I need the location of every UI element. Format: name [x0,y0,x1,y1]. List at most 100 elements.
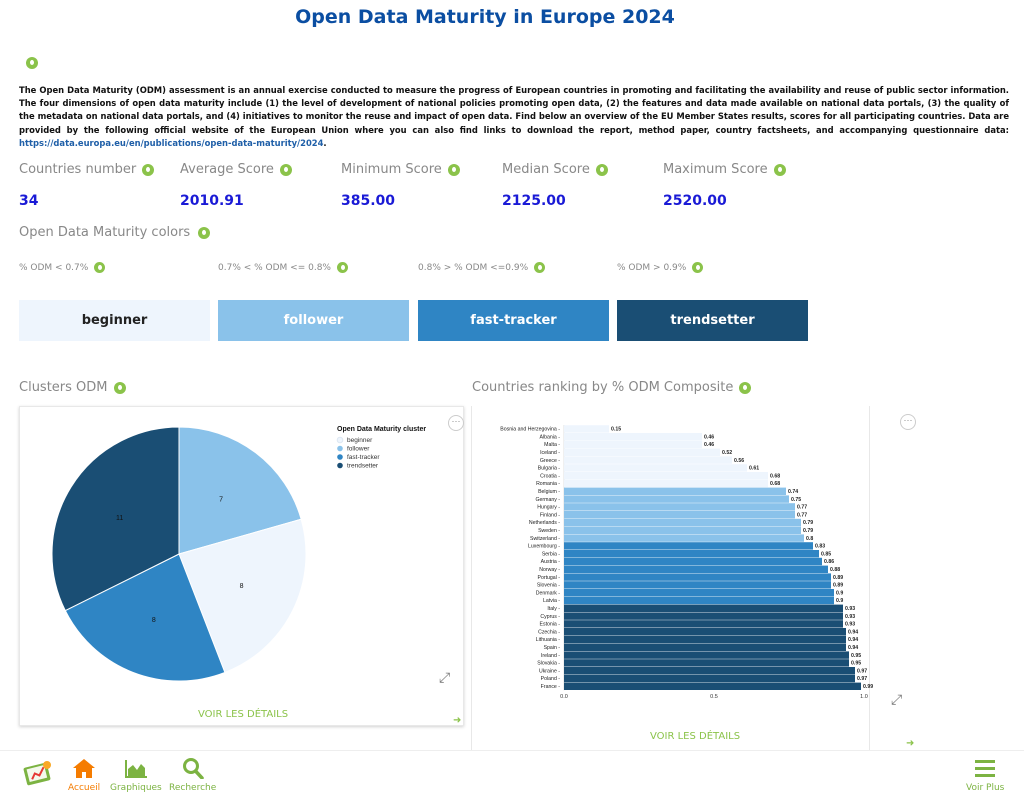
category-trendsetter-button[interactable]: trendsetter [617,300,808,341]
bar [564,589,834,597]
bar-value-label: 0.86 [824,559,834,565]
app-logo[interactable] [22,757,54,792]
expand-icon[interactable]: ⤢ [891,691,903,707]
clusters-heading: Clusters ODM [19,380,126,395]
more-options-icon[interactable]: ··· [900,414,916,430]
comment-icon[interactable] [113,381,126,394]
nav-search-label: Recherche [169,783,217,793]
bar-value-label: 0.46 [704,434,714,440]
bar-category-label: Belgium - [538,489,560,495]
bar [564,620,843,628]
comment-icon[interactable] [692,262,704,273]
comment-icon[interactable] [773,163,786,176]
bar-value-label: 0.77 [797,505,807,511]
comment-icon[interactable] [739,381,752,394]
stat-countries: Countries number 34 [19,162,155,209]
bar-category-label: Serbia - [542,551,560,557]
comment-icon[interactable] [94,262,106,273]
legend-swatch [337,445,343,452]
bar-value-label: 0.77 [797,512,807,518]
stat-minimum: Minimum Score 385.00 [341,162,460,209]
arrow-right-icon[interactable]: ➜ [906,738,915,749]
stat-value: 2010.91 [180,193,244,209]
bar-category-label: Albania - [540,434,561,440]
bar-category-label: Finland - [540,512,560,518]
view-details-link[interactable]: VOIR LES DÉTAILS [198,709,289,720]
view-details-link[interactable]: VOIR LES DÉTAILS [650,731,741,742]
bar-category-label: Switzerland - [530,536,560,542]
description-end: . [323,137,327,148]
bar-value-label: 0.94 [848,629,858,635]
ranking-heading: Countries ranking by % ODM Composite [472,380,752,395]
bar [564,643,846,651]
bar [564,503,795,511]
bar-category-label: Norway - [539,567,560,573]
arrow-right-icon[interactable]: ➜ [453,715,462,726]
category-follower-button[interactable]: follower [218,300,409,341]
legend-title: Open Data Maturity cluster [337,426,426,433]
pie-slice-label: 7 [219,496,223,503]
bar-category-label: Greece - [540,458,560,464]
range-beginner: % ODM < 0.7% [19,262,106,273]
bar-category-label: Croatia - [540,473,560,479]
range-label: 0.7% < % ODM <= 0.8% [218,263,331,273]
comment-icon[interactable] [447,163,460,176]
bar-value-label: 0.94 [848,645,858,651]
comment-icon[interactable] [337,262,348,273]
bar-category-label: Hungary - [537,505,560,511]
category-beginner-button[interactable]: beginner [19,300,210,341]
nav-more[interactable]: Voir Plus [966,757,1004,793]
bar-value-label: 0.94 [848,637,858,643]
bar-category-label: Malta - [544,442,560,448]
more-options-icon[interactable]: ··· [448,415,464,431]
legend-swatch [337,454,343,460]
bar [564,433,702,441]
bar-value-label: 0.46 [704,442,714,448]
odm-website-link[interactable]: https://data.europa.eu/en/publications/o… [19,137,324,148]
bar [564,542,813,550]
bar-value-label: 0.79 [803,520,813,526]
pie-slice-label: 8 [240,583,244,590]
bar-value-label: 0.9 [836,590,843,596]
comment-icon[interactable] [26,57,38,69]
comment-icon[interactable] [142,163,155,176]
bar-value-label: 0.88 [830,567,840,573]
expand-icon[interactable]: ⤢ [439,669,451,685]
bar [564,604,843,612]
bar-category-label: Romania - [536,481,560,487]
nav-search[interactable]: Recherche [169,757,216,793]
range-label: % ODM < 0.7% [19,263,89,273]
legend-label: fast-tracker [347,454,380,461]
stat-value: 34 [19,193,39,209]
comment-icon[interactable] [595,163,608,176]
bar-value-label: 0.75 [791,497,801,503]
colors-heading-text: Open Data Maturity colors [19,225,191,240]
comment-icon[interactable] [198,226,211,239]
range-fast-tracker: 0.8% > % ODM <=0.9% [418,262,546,273]
nav-home[interactable]: Accueil [68,757,100,793]
bar-value-label: 0.61 [749,466,759,472]
bar [564,534,804,542]
bar-category-label: Lithuania - [536,637,560,643]
stat-average: Average Score 2010.91 [180,162,292,209]
bar-category-label: Luxembourg - [528,544,560,550]
nav-charts[interactable]: Graphiques [110,757,162,793]
bar [564,472,768,480]
bar-value-label: 0.52 [722,450,732,456]
range-label: % ODM > 0.9% [617,263,687,273]
comment-icon[interactable] [534,262,546,273]
bar-value-label: 0.93 [845,606,855,612]
category-fast-tracker-button[interactable]: fast-tracker [418,300,609,341]
pie-slice [51,426,180,612]
bar [564,596,834,605]
bar-category-label: Estonia - [540,622,561,628]
x-tick-label: 1.0 [860,694,868,700]
bar-value-label: 0.9 [836,598,843,604]
menu-icon [975,760,996,777]
bar-category-label: Latvia - [543,598,560,604]
area-chart-icon [124,760,147,778]
comment-icon[interactable] [279,163,292,176]
bottom-navigation: Accueil Graphiques Recherche Voir Plus [0,750,1024,798]
bar [564,565,828,573]
legend-label: follower [347,446,370,453]
